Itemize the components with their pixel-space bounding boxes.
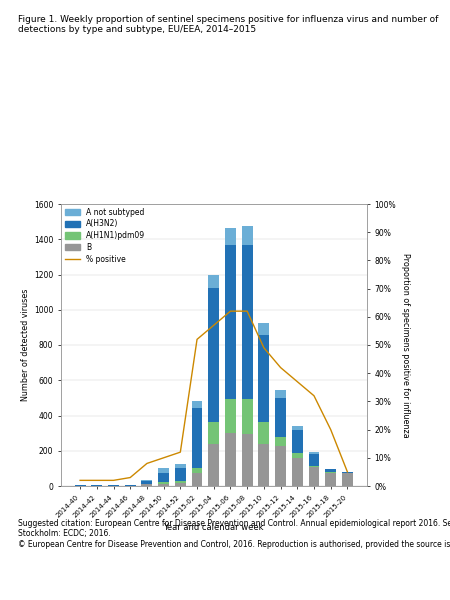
Bar <box>141 484 153 486</box>
Bar <box>275 446 286 486</box>
Bar <box>225 228 236 245</box>
Bar <box>309 467 320 486</box>
Bar <box>208 444 219 486</box>
Bar <box>158 484 169 486</box>
Bar <box>192 401 202 408</box>
Bar <box>158 473 169 482</box>
Bar <box>275 398 286 437</box>
Bar <box>309 452 320 454</box>
Bar <box>292 458 303 486</box>
Bar <box>242 434 252 486</box>
Text: Figure 1. Weekly proportion of sentinel specimens positive for influenza virus a: Figure 1. Weekly proportion of sentinel … <box>18 15 438 34</box>
Bar <box>208 422 219 444</box>
Bar <box>309 454 320 466</box>
Bar <box>242 399 252 434</box>
Bar <box>158 482 169 484</box>
Legend: A not subtyped, A(H3N2), A(H1N1)pdm09, B, % positive: A not subtyped, A(H3N2), A(H1N1)pdm09, B… <box>63 206 147 265</box>
Bar <box>242 226 252 245</box>
Bar <box>175 468 186 481</box>
Bar <box>175 464 186 468</box>
Bar <box>275 390 286 398</box>
Y-axis label: Number of detected viruses: Number of detected viruses <box>21 289 30 401</box>
Bar <box>292 453 303 458</box>
Bar <box>225 399 236 433</box>
Bar <box>175 481 186 483</box>
Bar <box>258 444 269 486</box>
Bar <box>258 323 269 335</box>
Bar <box>292 430 303 453</box>
Bar <box>208 288 219 422</box>
Bar <box>325 472 336 473</box>
Bar <box>258 422 269 444</box>
Bar <box>325 469 336 472</box>
Bar <box>225 245 236 399</box>
Bar <box>192 473 202 486</box>
Bar <box>309 466 320 467</box>
Bar <box>141 481 153 484</box>
Bar <box>292 425 303 430</box>
Bar <box>141 479 153 481</box>
Bar <box>192 468 202 473</box>
Bar <box>342 472 353 473</box>
Text: Suggested citation: European Centre for Disease Prevention and Control. Annual e: Suggested citation: European Centre for … <box>18 519 450 549</box>
Bar <box>275 437 286 446</box>
Bar <box>158 469 169 473</box>
Bar <box>342 473 353 486</box>
X-axis label: Year and calendar week: Year and calendar week <box>163 523 264 532</box>
Bar <box>242 245 252 399</box>
Bar <box>208 275 219 288</box>
Y-axis label: Proportion of specimens positive for influenza: Proportion of specimens positive for inf… <box>401 253 410 437</box>
Bar <box>325 473 336 486</box>
Bar <box>258 335 269 422</box>
Bar <box>192 408 202 468</box>
Bar <box>175 483 186 486</box>
Bar <box>225 433 236 486</box>
